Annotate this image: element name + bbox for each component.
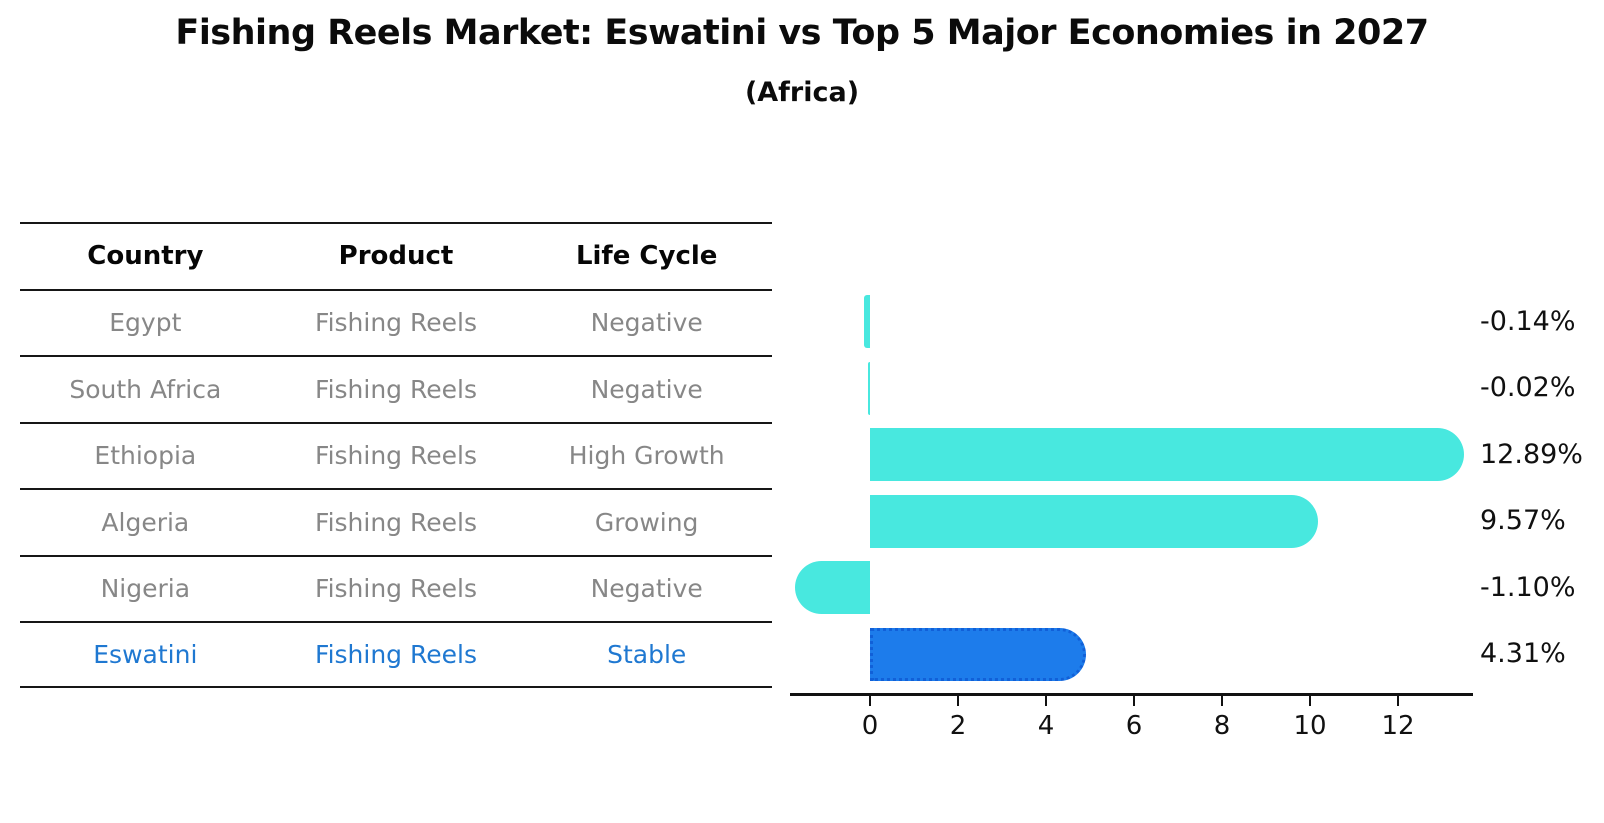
cell-country: Ethiopia [94,441,197,471]
x-axis-tick [1397,695,1399,706]
x-axis-tick-label: 6 [1125,711,1143,741]
table-row: Ethiopia Fishing Reels High Growth [20,421,772,489]
table-header-row: Country Product Life Cycle [20,222,772,289]
x-axis-tick [1045,695,1047,706]
bar-south-africa [868,361,870,415]
header-product: Product [338,241,454,272]
bar-algeria [870,494,1318,548]
chart-subtitle: (Africa) [744,77,860,108]
bar-value-label: 9.57% [1480,505,1566,537]
bar-eswatini [870,627,1087,681]
x-axis-tick-label: 0 [861,711,879,741]
cell-life-cycle: Negative [590,374,703,404]
cell-product: Fishing Reels [315,507,477,537]
header-country: Country [87,241,204,272]
table-row: Egypt Fishing Reels Negative [20,288,772,356]
cell-country: Algeria [101,507,190,537]
chart-title: Fishing Reels Market: Eswatini vs Top 5 … [175,13,1429,53]
x-axis-tick [1133,695,1135,706]
x-axis-tick-label: 10 [1293,711,1327,741]
cell-product: Fishing Reels [315,574,477,604]
bar-nigeria [795,561,870,615]
bar-value-label: -1.10% [1480,571,1576,603]
cell-product: Fishing Reels [315,308,477,338]
cell-product: Fishing Reels [315,374,477,404]
x-axis-tick-label: 12 [1381,711,1415,741]
cell-life-cycle: Stable [607,639,687,669]
x-axis-tick [1309,695,1311,706]
x-axis-line [790,693,1473,696]
x-axis-tick-label: 2 [949,711,967,741]
bar-value-label: 4.31% [1480,638,1566,670]
cell-country: South Africa [69,374,222,404]
table-row: Eswatini Fishing Reels Stable [20,621,772,688]
x-axis-tick [957,695,959,706]
cell-life-cycle: Negative [590,308,703,338]
bar-value-label: 12.89% [1480,438,1583,470]
cell-product: Fishing Reels [315,639,477,669]
cell-life-cycle: Negative [590,574,703,604]
cell-life-cycle: Growing [594,507,699,537]
cell-product: Fishing Reels [315,441,477,471]
country-table: Country Product Life Cycle Egypt Fishing… [20,222,772,688]
table-row: Algeria Fishing Reels Growing [20,488,772,555]
x-axis-tick-label: 4 [1037,711,1055,741]
x-axis-tick [869,695,871,706]
bar-egypt [863,295,870,349]
cell-country: Eswatini [93,639,198,669]
bar-value-label: -0.14% [1480,305,1576,337]
cell-country: Nigeria [100,574,191,604]
table-row: South Africa Fishing Reels Negative [20,355,772,422]
cell-life-cycle: High Growth [568,441,725,471]
bar-value-label: -0.02% [1480,372,1576,404]
x-axis-tick-label: 8 [1213,711,1231,741]
bar-ethiopia [870,428,1464,482]
table-row: Nigeria Fishing Reels Negative [20,554,772,622]
x-axis-tick [1221,695,1223,706]
header-life-cycle: Life Cycle [575,241,718,272]
cell-country: Egypt [109,308,182,338]
